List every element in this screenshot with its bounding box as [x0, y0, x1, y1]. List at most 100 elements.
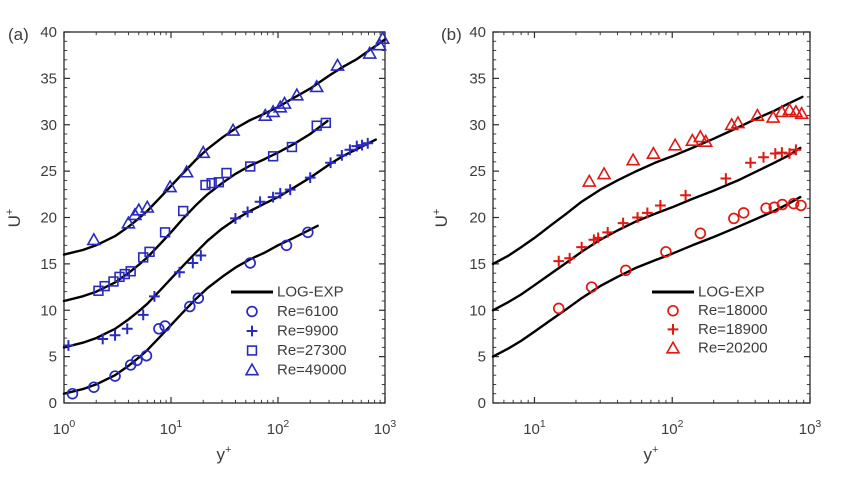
plus-marker — [254, 196, 266, 208]
fit-curve — [62, 224, 319, 395]
fit-curve — [62, 38, 387, 256]
circle-marker — [737, 207, 750, 219]
square-marker — [177, 205, 189, 217]
triangle-marker — [692, 129, 708, 143]
series-re-18000 — [552, 197, 807, 315]
circle-marker — [159, 320, 171, 332]
circle-marker — [760, 202, 772, 214]
fit-curves — [62, 38, 387, 395]
triangle-marker — [121, 215, 136, 229]
triangle-marker — [289, 87, 305, 101]
x-tick-label: 101 — [523, 418, 546, 438]
plus-marker — [137, 309, 149, 321]
circle-marker — [88, 381, 100, 393]
plus-marker — [325, 157, 336, 169]
triangle-marker — [330, 57, 345, 71]
x-axis: 101 102 103 — [492, 32, 822, 438]
plus-marker — [242, 206, 254, 218]
legend-label: Re=27300 — [277, 342, 347, 359]
y-tick-label: 35 — [469, 70, 486, 87]
square-marker — [138, 252, 149, 263]
circle-marker — [620, 264, 632, 277]
triangle-marker — [730, 115, 746, 129]
plus-marker — [63, 340, 74, 351]
y-tick-label: 35 — [40, 70, 57, 87]
triangle-marker — [309, 79, 325, 93]
series-re-20200 — [581, 102, 810, 187]
circle-marker — [280, 239, 293, 252]
square-marker — [144, 246, 155, 258]
plus-marker — [745, 157, 756, 169]
y-tick-label: 5 — [478, 349, 486, 366]
y-tick-label: 15 — [469, 256, 486, 273]
triangle-marker — [625, 152, 641, 166]
circle-marker — [787, 197, 800, 210]
circle-marker — [768, 201, 780, 214]
fit-curve — [491, 146, 802, 312]
square-marker — [245, 161, 256, 172]
square-marker — [159, 227, 171, 238]
triangle-marker — [646, 145, 661, 160]
y-tick-label: 30 — [40, 117, 57, 134]
triangle-marker — [794, 106, 810, 120]
y-tick-label: 0 — [478, 395, 486, 412]
panel-label: (b) — [441, 25, 462, 44]
y-tick-label: 40 — [40, 24, 57, 41]
square-marker — [206, 177, 217, 189]
legend-label: Re=18900 — [698, 321, 768, 338]
triangle-marker — [272, 99, 288, 113]
square-marker — [286, 141, 298, 153]
plus-marker — [790, 144, 802, 156]
plus-marker — [336, 149, 348, 161]
legend-label: LOG-EXP — [277, 284, 344, 301]
triangle-marker — [581, 173, 597, 187]
y-tick-label: 25 — [40, 163, 57, 180]
plus-marker — [784, 148, 795, 159]
x-tick-label: 103 — [799, 418, 822, 438]
plus-marker — [356, 139, 368, 151]
square-marker — [221, 167, 232, 179]
chart-panel-b: 0 5 10 15 20 25 30 35 40 101 102 103 y+ U+ (b) LOG-EXP R… — [430, 0, 849, 478]
x-axis-label: y+ — [217, 444, 232, 464]
plus-marker — [602, 226, 614, 238]
series-re-27300 — [93, 117, 332, 296]
triangle-marker — [698, 133, 714, 147]
y-axis-label: U+ — [431, 209, 451, 228]
triangle-marker — [375, 30, 390, 44]
plus-marker — [564, 252, 576, 264]
plus-marker — [632, 212, 643, 223]
legend: LOG-EXP Re=6100 Re=9900 Re=27300 Re=49000 — [231, 284, 347, 379]
plus-marker — [267, 191, 279, 203]
square-marker — [267, 151, 279, 162]
plus-marker — [195, 250, 207, 261]
circle-marker — [66, 387, 79, 400]
square-marker — [125, 266, 136, 277]
plus-marker — [109, 329, 121, 341]
legend-label: Re=18000 — [698, 302, 768, 319]
square-marker — [320, 117, 332, 129]
x-tick-label: 101 — [160, 418, 183, 438]
square-marker — [213, 177, 225, 188]
plus-marker — [667, 324, 679, 335]
triangle-marker — [596, 166, 612, 180]
plus-marker — [553, 255, 565, 267]
plus-marker — [576, 241, 588, 253]
circle-marker — [667, 304, 679, 317]
y-tick-label: 5 — [49, 349, 57, 366]
triangle-marker — [195, 145, 211, 159]
triangle-marker — [225, 122, 241, 136]
triangle-marker — [139, 199, 155, 213]
plus-marker — [284, 184, 296, 196]
y-tick-label: 25 — [469, 163, 486, 180]
square-marker — [246, 345, 258, 356]
fit-curve — [491, 195, 802, 358]
plus-marker — [592, 232, 604, 244]
plus-marker — [680, 189, 691, 201]
y-tick-label: 20 — [469, 210, 486, 227]
triangle-marker — [179, 164, 195, 178]
circle-marker — [585, 281, 598, 293]
square-marker — [114, 271, 125, 283]
